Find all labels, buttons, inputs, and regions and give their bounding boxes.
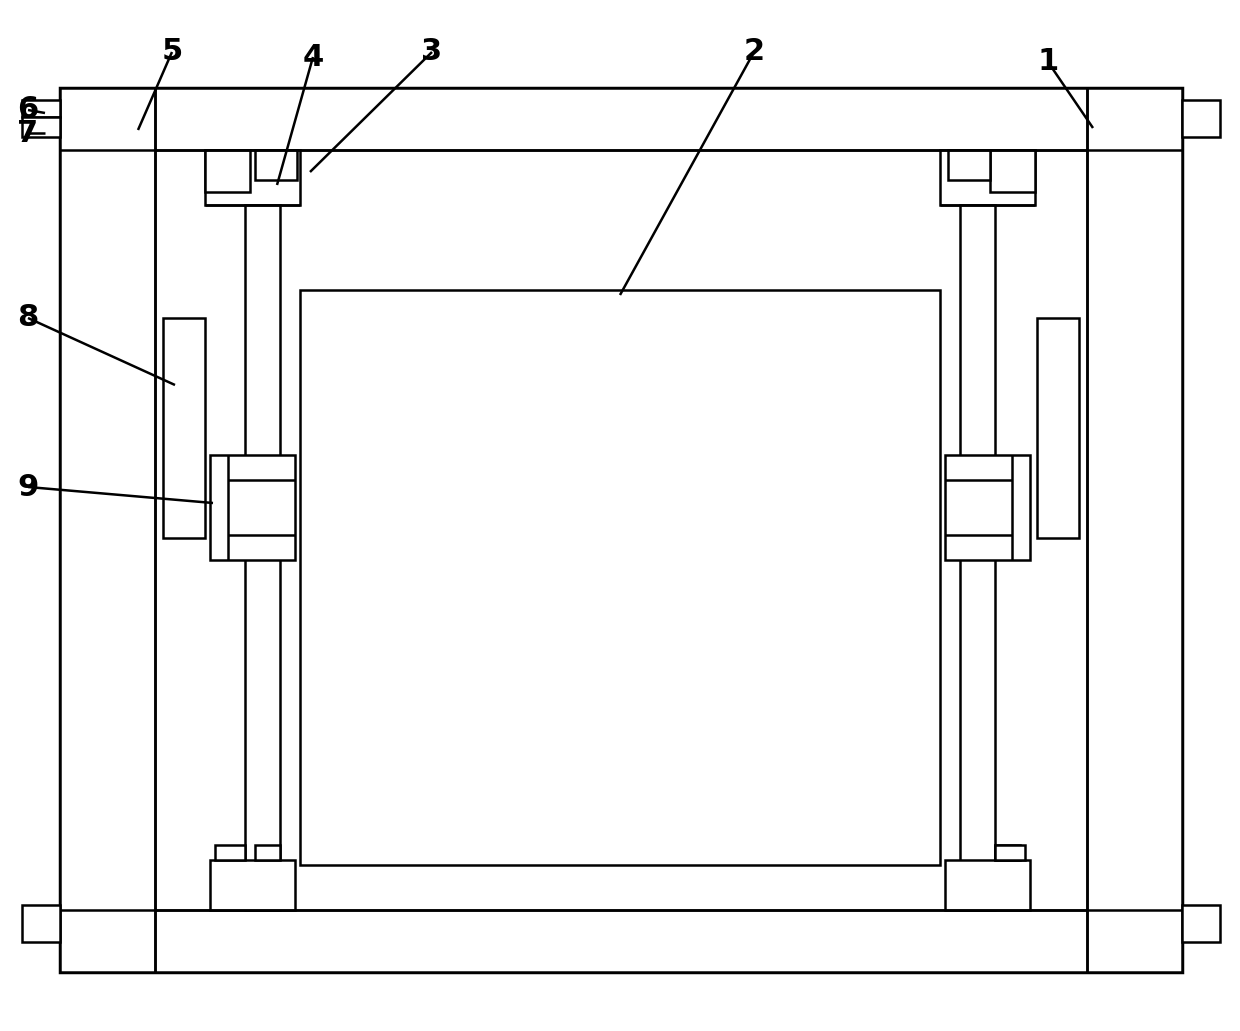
Text: 8: 8: [17, 303, 38, 333]
Bar: [22, 100, 60, 117]
Bar: [162, 318, 205, 538]
Bar: [60, 88, 1182, 149]
Bar: [994, 845, 1025, 860]
Bar: [990, 149, 1035, 192]
Bar: [210, 455, 295, 560]
Bar: [960, 205, 994, 910]
Bar: [945, 860, 1030, 910]
Bar: [949, 149, 990, 180]
Text: 6: 6: [17, 96, 38, 125]
Bar: [994, 845, 1021, 860]
Bar: [215, 845, 246, 860]
Bar: [246, 205, 280, 910]
Bar: [60, 910, 1182, 972]
Bar: [22, 905, 60, 942]
Bar: [300, 290, 940, 865]
Bar: [945, 455, 1030, 560]
Bar: [255, 845, 280, 860]
Bar: [1182, 905, 1220, 942]
Bar: [255, 149, 298, 180]
Text: 3: 3: [422, 37, 443, 67]
Text: 1: 1: [1038, 47, 1059, 76]
Bar: [1087, 88, 1182, 972]
Text: 5: 5: [161, 37, 182, 67]
Bar: [1037, 318, 1079, 538]
Text: 4: 4: [303, 42, 324, 71]
Bar: [22, 117, 60, 137]
Bar: [205, 149, 250, 192]
Bar: [205, 149, 300, 205]
Text: 9: 9: [17, 472, 38, 501]
Bar: [60, 88, 155, 972]
Bar: [940, 149, 1035, 205]
Text: 2: 2: [744, 37, 765, 67]
Bar: [210, 860, 295, 910]
Text: 7: 7: [17, 119, 38, 147]
Bar: [60, 88, 1182, 972]
Bar: [1182, 100, 1220, 137]
